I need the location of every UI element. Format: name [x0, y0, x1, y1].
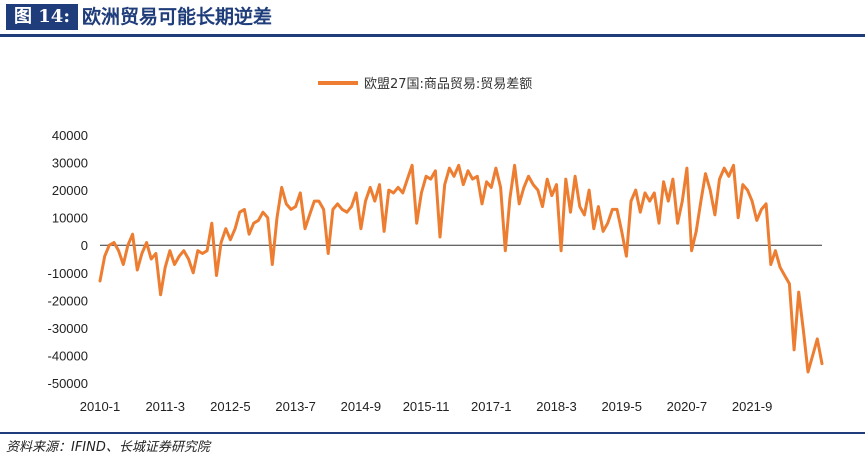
- figure-number: 图 14:: [6, 4, 78, 30]
- series-line: [98, 163, 824, 374]
- x-tick-label: 2014-9: [341, 399, 381, 414]
- x-tick-label: 2019-5: [601, 399, 641, 414]
- x-tick-label: 2017-1: [471, 399, 511, 414]
- x-tick-label: 2011-3: [145, 399, 185, 414]
- line-chart: 欧盟27国:商品贸易:贸易差额 40000 30000 20000 10000 0 -100…: [48, 77, 824, 414]
- x-tick-label: 2020-7: [667, 399, 707, 414]
- x-tick-label: 2013-7: [275, 399, 315, 414]
- source-note: 资料来源：IFIND、长城证券研究院: [6, 440, 210, 455]
- footer-divider: [0, 432, 865, 434]
- y-tick-label: -30000: [48, 321, 88, 336]
- y-tick-label: -50000: [48, 376, 88, 391]
- x-tick-label: 2018-3: [536, 399, 576, 414]
- header-divider: [0, 34, 865, 37]
- y-tick-label: 20000: [52, 183, 88, 198]
- y-tick-label: 30000: [52, 156, 88, 171]
- figure-header: 图 14: 欧洲贸易可能长期逆差: [0, 0, 865, 34]
- x-tick-label: 2021-9: [732, 399, 772, 414]
- y-tick-label: 10000: [52, 211, 88, 226]
- x-tick-label: 2012-5: [210, 399, 250, 414]
- figure-title: 欧洲贸易可能长期逆差: [82, 6, 273, 28]
- y-tick-label: -10000: [48, 266, 88, 281]
- y-tick-label: -20000: [48, 293, 88, 308]
- y-tick-label: 40000: [52, 128, 88, 143]
- y-tick-label: -40000: [48, 348, 88, 363]
- x-tick-label: 2010-1: [80, 399, 120, 414]
- legend-label: 欧盟27国:商品贸易:贸易差额: [364, 77, 532, 92]
- y-tick-label: 0: [81, 238, 88, 253]
- x-tick-label: 2015-11: [403, 399, 450, 414]
